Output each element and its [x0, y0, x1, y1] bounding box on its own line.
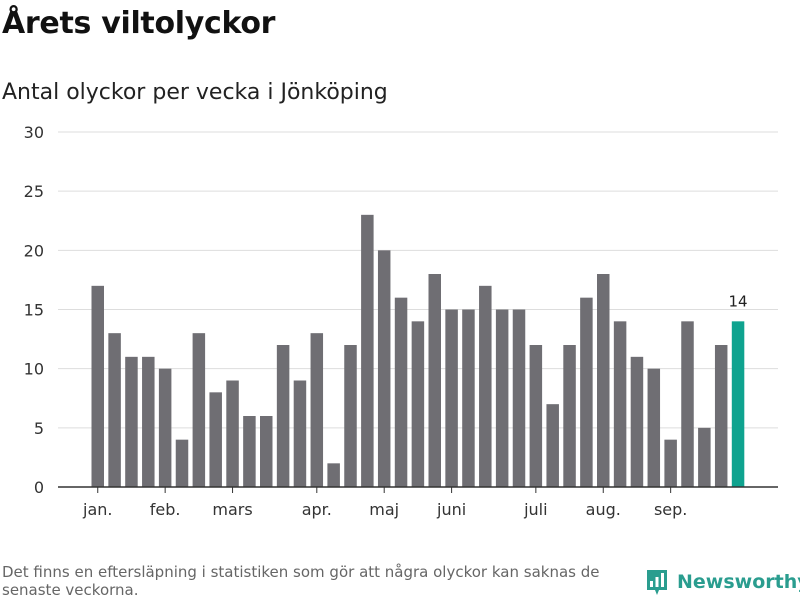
y-tick-label: 15	[24, 301, 44, 320]
bar	[714, 345, 728, 487]
bar	[580, 297, 593, 487]
x-tick-label: sep.	[654, 500, 687, 519]
bar	[529, 345, 543, 487]
bar	[563, 345, 576, 487]
y-tick-label: 10	[24, 360, 44, 379]
x-tick-label: juli	[523, 500, 547, 519]
bar	[647, 368, 661, 487]
bar	[310, 333, 324, 487]
y-tick-label: 5	[34, 419, 44, 438]
bar	[125, 356, 138, 487]
bar	[327, 463, 340, 487]
x-tick-label: maj	[369, 500, 399, 519]
bar	[512, 309, 526, 487]
bar	[209, 392, 222, 487]
bar	[613, 321, 627, 487]
x-tick-label: jan.	[82, 500, 112, 519]
brand-logo[interactable]: Newsworthy	[645, 568, 800, 596]
x-tick-label: mars	[212, 500, 252, 519]
bar	[698, 427, 711, 487]
bar	[361, 214, 374, 488]
bar	[394, 297, 408, 487]
bar	[192, 333, 206, 487]
chart-subtitle: Antal olyckor per vecka i Jönköping	[2, 80, 388, 105]
bar	[91, 285, 104, 487]
bar	[276, 345, 290, 487]
data-label: 14	[729, 292, 748, 310]
footnote: Det finns en eftersläpning i statistiken…	[2, 563, 600, 599]
bar	[260, 416, 273, 487]
bar	[158, 368, 172, 487]
bar	[293, 380, 307, 487]
y-tick-label: 25	[24, 182, 44, 201]
bar	[428, 274, 441, 487]
bar	[344, 345, 357, 487]
bar	[546, 404, 559, 487]
chart-title: Årets viltolyckor	[2, 6, 276, 41]
x-tick-label: juni	[436, 500, 466, 519]
bar	[377, 250, 391, 487]
bar	[243, 416, 256, 487]
x-tick-label: apr.	[302, 500, 332, 519]
bar	[597, 274, 610, 487]
y-tick-label: 0	[34, 478, 44, 497]
chart-bubble-icon	[647, 570, 667, 595]
bar	[445, 309, 458, 487]
bar	[175, 439, 189, 487]
x-tick-label: aug.	[586, 500, 621, 519]
bar	[479, 285, 492, 487]
bar	[226, 380, 239, 487]
bar	[630, 356, 644, 487]
y-tick-label: 20	[24, 241, 44, 260]
bar	[664, 439, 677, 487]
bar	[495, 309, 509, 487]
brand-name: Newsworthy	[677, 571, 800, 593]
bar	[108, 333, 121, 487]
bar	[681, 321, 694, 487]
bar	[142, 356, 155, 487]
bar-chart: 0 5 10 15 20 25 30 14 jan. feb. mars apr. maj juni jul…	[24, 123, 778, 519]
y-tick-label: 30	[24, 123, 44, 142]
x-tick-label: feb.	[150, 500, 181, 519]
bar	[411, 321, 425, 487]
bar	[462, 309, 475, 487]
highlighted-bar	[731, 321, 745, 487]
